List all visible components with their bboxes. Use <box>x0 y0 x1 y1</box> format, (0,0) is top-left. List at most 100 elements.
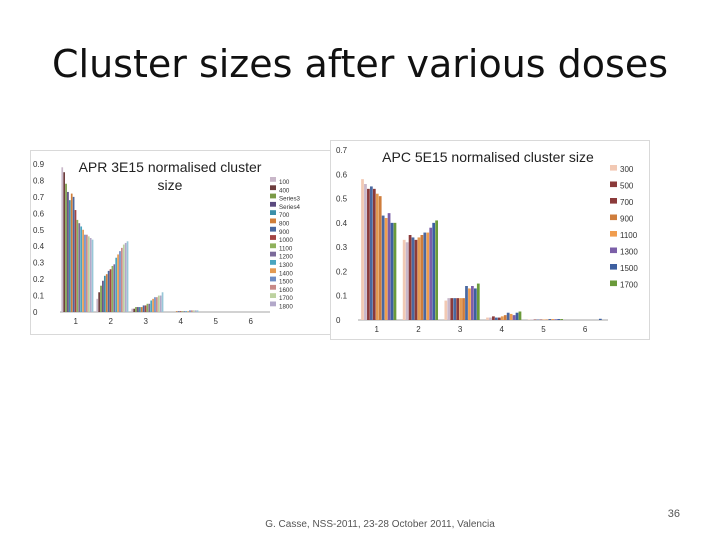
bar <box>548 319 552 320</box>
bar <box>142 305 145 312</box>
chart-apc-5e15: 0 0.1 0.2 0.3 0.4 0.5 0.6 0.7 1 2 3 4 5 6 APC 5E15 nor… <box>330 140 650 340</box>
legend-swatch <box>610 264 617 270</box>
legend-swatch <box>270 251 276 257</box>
bar <box>560 319 564 320</box>
bar <box>390 222 394 320</box>
y-tick-label: 0.5 <box>336 195 348 204</box>
x-tick-label: 3 <box>458 325 463 334</box>
legend-swatch <box>270 284 276 290</box>
bar <box>86 234 88 312</box>
x-tick-label: 5 <box>541 325 546 334</box>
y-tick-label: 0.9 <box>33 160 45 169</box>
bar <box>375 193 379 320</box>
legend-swatch <box>270 301 276 307</box>
legend-label: 1800 <box>279 304 293 311</box>
bar <box>554 319 558 320</box>
y-tick-label: 0.4 <box>33 242 45 251</box>
bar <box>468 288 471 320</box>
legend-label: 400 <box>279 187 290 194</box>
bar <box>405 242 409 320</box>
bar <box>492 316 495 320</box>
bar <box>551 319 555 320</box>
bar <box>417 237 421 320</box>
legend-swatch <box>270 293 276 298</box>
bar <box>429 227 433 320</box>
legend-swatch <box>610 181 617 188</box>
bar <box>364 184 367 320</box>
x-tick-label: 2 <box>109 317 114 326</box>
bar <box>489 317 492 320</box>
legend-swatch <box>270 260 276 265</box>
legend-swatch <box>270 276 276 282</box>
bar <box>87 236 90 312</box>
bar <box>378 196 382 320</box>
bar <box>462 298 465 320</box>
bar <box>148 303 151 312</box>
bar <box>423 232 427 320</box>
bar <box>78 223 81 312</box>
bar <box>372 188 376 320</box>
y-tick-label: 0.6 <box>336 170 348 179</box>
bar <box>518 311 522 320</box>
x-tick-label: 1 <box>375 325 380 334</box>
bar <box>381 215 385 320</box>
x-tick-label: 1 <box>74 317 79 326</box>
legend-label: 800 <box>279 221 290 228</box>
legend-swatch <box>610 214 617 221</box>
bar <box>456 298 460 320</box>
bar <box>453 298 457 320</box>
bar <box>465 286 468 320</box>
x-tick-label: 5 <box>214 317 219 326</box>
bar <box>435 220 439 320</box>
legend-swatch <box>270 193 276 199</box>
bar <box>367 188 370 320</box>
bar <box>126 241 129 312</box>
bar <box>187 311 189 312</box>
legend-label: 1000 <box>279 237 293 244</box>
legend-label: 1500 <box>620 264 638 273</box>
bar <box>137 307 139 312</box>
bar <box>189 310 191 312</box>
bar <box>84 234 86 312</box>
bar <box>181 311 184 312</box>
legend-label: 500 <box>620 182 634 191</box>
legend-label: 900 <box>279 229 290 236</box>
bar <box>450 298 454 320</box>
bar <box>402 239 406 320</box>
bar <box>144 305 147 312</box>
legend-label: 1300 <box>620 248 638 257</box>
bar <box>192 310 195 312</box>
bar <box>411 237 415 320</box>
legend-swatch <box>610 198 617 204</box>
y-tick-label: 0.7 <box>33 193 45 202</box>
footer-text: G. Casse, NSS-2011, 23-28 October 2011, … <box>265 519 495 530</box>
chart-title: APC 5E15 normalised cluster size <box>382 149 594 165</box>
bar <box>119 251 121 312</box>
legend-label: Series3 <box>279 196 301 203</box>
bar <box>152 298 154 312</box>
bar <box>146 303 149 312</box>
bar <box>76 219 79 312</box>
bar <box>70 193 73 312</box>
bar <box>121 247 123 312</box>
legend-swatch <box>610 165 617 171</box>
bar <box>500 316 504 320</box>
legend-label: 100 <box>279 179 290 186</box>
bar <box>177 311 180 312</box>
legend-label: 1600 <box>279 287 293 294</box>
legend-label: 900 <box>620 215 634 224</box>
y-tick-label: 0.7 <box>336 146 348 155</box>
legend-swatch <box>270 210 276 215</box>
bar <box>408 235 412 320</box>
bar <box>473 288 477 320</box>
bar <box>96 298 99 312</box>
bar <box>138 307 141 312</box>
bar <box>74 210 77 312</box>
y-tick-label: 0.2 <box>336 267 348 276</box>
bar <box>107 270 110 312</box>
legend-label: 1500 <box>279 279 293 286</box>
legend-swatch <box>610 280 617 287</box>
bar <box>154 297 156 312</box>
bar <box>131 308 134 312</box>
y-tick-label: 0.4 <box>336 219 348 228</box>
